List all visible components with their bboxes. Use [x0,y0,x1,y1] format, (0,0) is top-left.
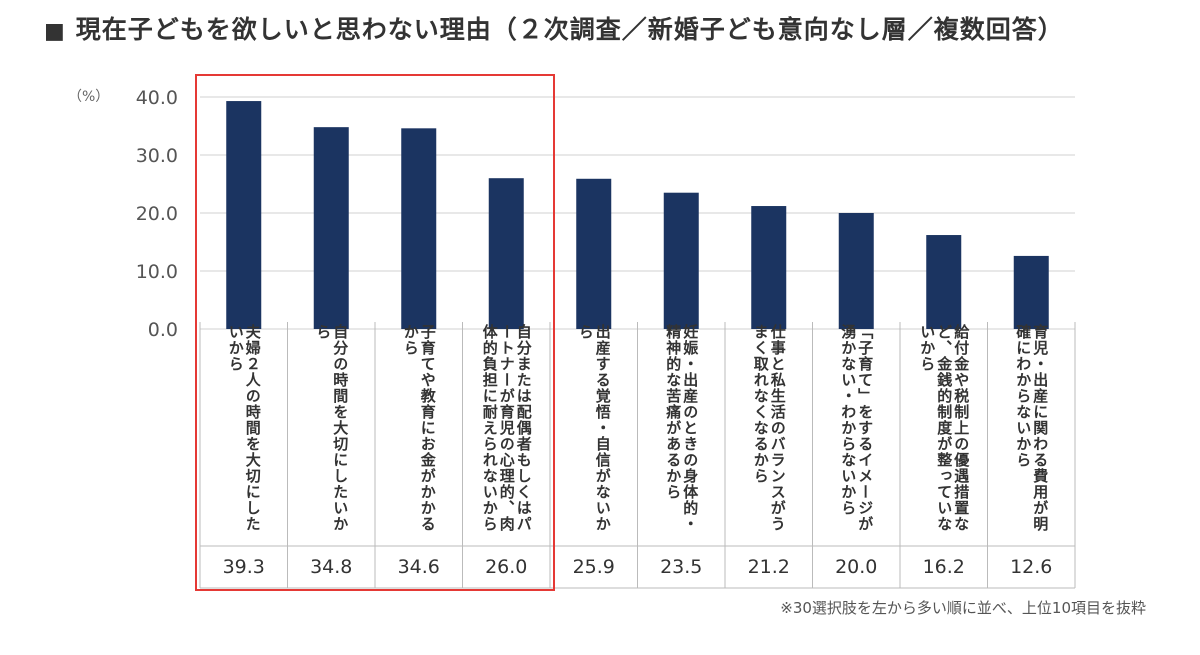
category-label-text: 夫婦２人の時間を大切にしたいから [226,324,262,532]
category-label-text: 出産する覚悟・自信がないから [576,324,612,532]
value-label: 26.0 [485,556,528,578]
y-tick-label: 40.0 [136,87,178,109]
category-label-text: 自分の時間を大切にしたいから [314,324,350,532]
y-axis-unit-label: （%） [68,89,110,105]
y-tick-label: 10.0 [136,261,178,283]
bar [838,213,874,329]
chart-title-text: 現在子どもを欲しいと思わない理由（２次調査／新婚子ども意向なし層／複数回答） [75,15,1064,44]
category-label-text: 自分または配偶者もしくはパートナーが育児の心理的、肉体的負担に耐えられないから [480,324,533,532]
title-marker: ■ [44,19,66,44]
bar [401,128,437,329]
bar [751,206,787,329]
bar [1013,255,1049,329]
category-label: 自分または配偶者もしくはパートナーが育児の心理的、肉体的負担に耐えられないから [463,324,549,546]
chart-title: ■ 現在子どもを欲しいと思わない理由（２次調査／新婚子ども意向なし層／複数回答） [44,10,1064,46]
value-label: 16.2 [922,556,965,578]
bar [926,235,962,329]
y-tick-label: 20.0 [136,203,178,225]
footnote: ※30選択肢を左から多い順に並べ、上位10項目を抜粋 [780,599,1146,617]
y-tick-label: 0.0 [148,319,178,341]
category-label-text: 仕事と私生活のバランスがうまく取れなくなるから [751,324,787,532]
bar [226,101,262,329]
bar [576,178,612,329]
category-label: 子育てや教育にお金がかかるから [376,324,462,546]
category-label: 育児・出産に関わる費用が明確にわからないから [988,324,1074,546]
value-label: 25.9 [572,556,615,578]
category-label-text: 「子育て」をするイメージが湧かない・わからないから [839,324,875,532]
category-label: 自分の時間を大切にしたいから [288,324,374,546]
value-label: 34.8 [310,556,353,578]
bar [488,178,524,329]
value-label: 12.6 [1010,556,1053,578]
value-label: 21.2 [747,556,790,578]
value-label: 34.6 [397,556,440,578]
category-label: 妊娠・出産のときの身体的・精神的な苦痛があるから [638,324,724,546]
category-label-text: 育児・出産に関わる費用が明確にわからないから [1014,324,1050,532]
highlight-box [195,74,555,591]
bar [313,127,349,329]
category-label: 出産する覚悟・自信がないから [551,324,637,546]
value-label: 23.5 [660,556,703,578]
category-label-text: 子育てや教育にお金がかかるから [401,324,437,532]
value-label: 20.0 [835,556,878,578]
category-label: 仕事と私生活のバランスがうまく取れなくなるから [726,324,812,546]
value-label: 39.3 [222,556,265,578]
bar [663,192,699,329]
category-label-text: 妊娠・出産のときの身体的・精神的な苦痛があるから [664,324,700,532]
category-label: 「子育て」をするイメージが湧かない・わからないから [813,324,899,546]
category-label: 夫婦２人の時間を大切にしたいから [201,324,287,546]
category-label: 給付金や税制上の優遇措置など、金銭的制度が整っていないから [901,324,987,546]
category-label-text: 給付金や税制上の優遇措置など、金銭的制度が整っていないから [918,324,971,532]
y-tick-label: 30.0 [136,145,178,167]
